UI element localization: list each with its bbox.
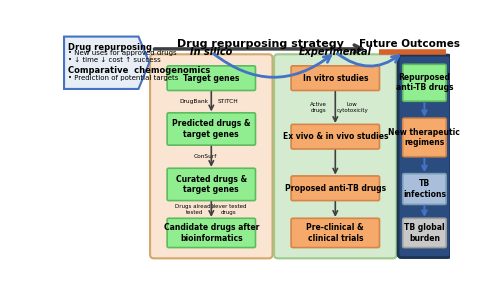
Text: New therapeutic
regimens: New therapeutic regimens	[388, 128, 460, 147]
Text: Predicted drugs &
target genes: Predicted drugs & target genes	[172, 119, 250, 139]
Text: Experimental: Experimental	[299, 47, 372, 57]
FancyBboxPatch shape	[291, 176, 380, 201]
Text: Pre-clinical &
clinical trials: Pre-clinical & clinical trials	[306, 223, 364, 243]
Text: Drug repurposing strategy: Drug repurposing strategy	[176, 39, 344, 49]
FancyBboxPatch shape	[291, 66, 380, 91]
Text: Ex vivo & in vivo studies: Ex vivo & in vivo studies	[282, 132, 388, 141]
Text: Curated drugs &
target genes: Curated drugs & target genes	[176, 175, 247, 194]
Text: In vitro studies: In vitro studies	[302, 74, 368, 83]
Text: • ↓ time ↓ cost ↑ success: • ↓ time ↓ cost ↑ success	[68, 57, 160, 63]
Text: Low
cytotoxicity: Low cytotoxicity	[336, 102, 368, 113]
Text: • New uses for approved drugs: • New uses for approved drugs	[68, 51, 176, 56]
Text: Repurposed
anti-TB drugs: Repurposed anti-TB drugs	[396, 73, 453, 93]
Text: Target genes: Target genes	[183, 74, 240, 83]
FancyArrowPatch shape	[338, 54, 399, 66]
FancyBboxPatch shape	[150, 54, 272, 258]
FancyArrowPatch shape	[214, 54, 330, 77]
FancyBboxPatch shape	[167, 218, 256, 248]
Text: Candidate drugs after
bioinformatics: Candidate drugs after bioinformatics	[164, 223, 259, 243]
Text: In silico: In silico	[190, 47, 232, 57]
FancyBboxPatch shape	[402, 174, 446, 204]
FancyBboxPatch shape	[402, 218, 446, 248]
FancyBboxPatch shape	[398, 55, 451, 258]
FancyBboxPatch shape	[291, 124, 380, 149]
Text: Never tested
drugs: Never tested drugs	[210, 204, 246, 215]
FancyBboxPatch shape	[274, 54, 396, 258]
Text: Drug repurposing: Drug repurposing	[68, 43, 152, 52]
FancyBboxPatch shape	[402, 64, 446, 101]
Text: Comparative  chemogenomics: Comparative chemogenomics	[68, 66, 210, 75]
FancyBboxPatch shape	[402, 118, 446, 157]
FancyBboxPatch shape	[291, 218, 380, 248]
Text: DrugBank: DrugBank	[180, 99, 209, 104]
Text: Future Outcomes: Future Outcomes	[359, 39, 460, 49]
Text: Active
drugs: Active drugs	[310, 102, 326, 113]
Text: • Prediction of potential targets: • Prediction of potential targets	[68, 75, 178, 81]
FancyBboxPatch shape	[167, 66, 256, 91]
Text: TB global
burden: TB global burden	[404, 223, 444, 243]
FancyBboxPatch shape	[167, 168, 256, 201]
Text: TB
infections: TB infections	[403, 179, 446, 199]
Text: Proposed anti-TB drugs: Proposed anti-TB drugs	[284, 184, 386, 193]
Text: Drugs already
tested: Drugs already tested	[175, 204, 214, 215]
Polygon shape	[64, 36, 150, 89]
Text: STITCH: STITCH	[218, 99, 238, 104]
Text: ConSurf: ConSurf	[194, 154, 217, 159]
FancyBboxPatch shape	[167, 113, 256, 145]
